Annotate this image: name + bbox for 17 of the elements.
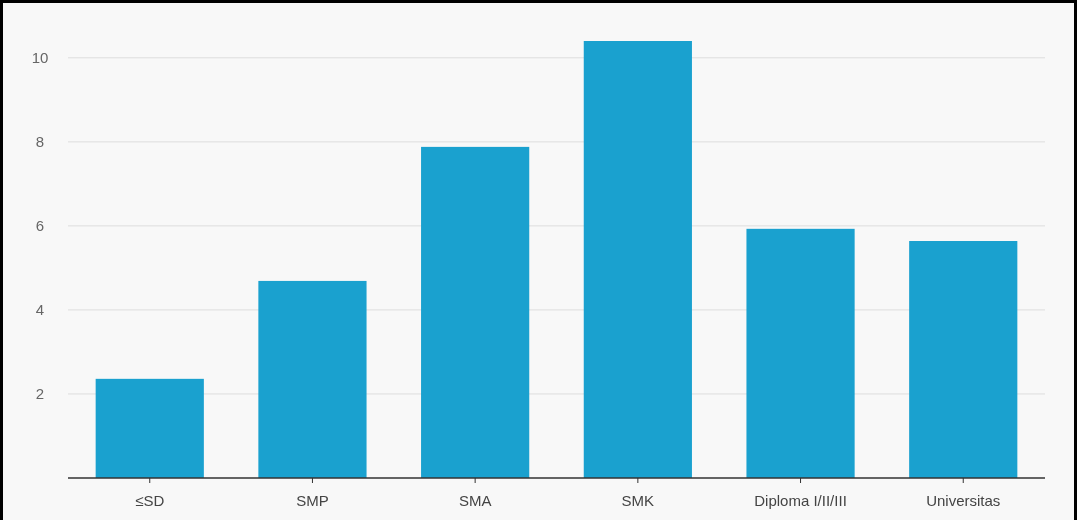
x-tick-label: Universitas (926, 492, 1001, 509)
y-tick-label: 10 (31, 49, 49, 67)
y-tick-label: 4 (35, 301, 45, 319)
x-tick-label: SMA (458, 492, 492, 509)
x-tick-label: Diploma I/II/III (754, 492, 847, 509)
x-tick-label: SMP (296, 492, 329, 509)
x-tick-label: SMK (621, 492, 655, 509)
bar (95, 378, 204, 478)
y-tick-label: 6 (35, 217, 45, 235)
bar (746, 228, 855, 478)
x-tick-label: ≤SD (135, 492, 165, 509)
bar (258, 280, 367, 478)
bar (421, 146, 530, 478)
y-tick-label: 2 (35, 385, 45, 403)
bar (909, 241, 1018, 478)
bar (583, 41, 692, 478)
y-tick-label: 8 (35, 133, 45, 151)
